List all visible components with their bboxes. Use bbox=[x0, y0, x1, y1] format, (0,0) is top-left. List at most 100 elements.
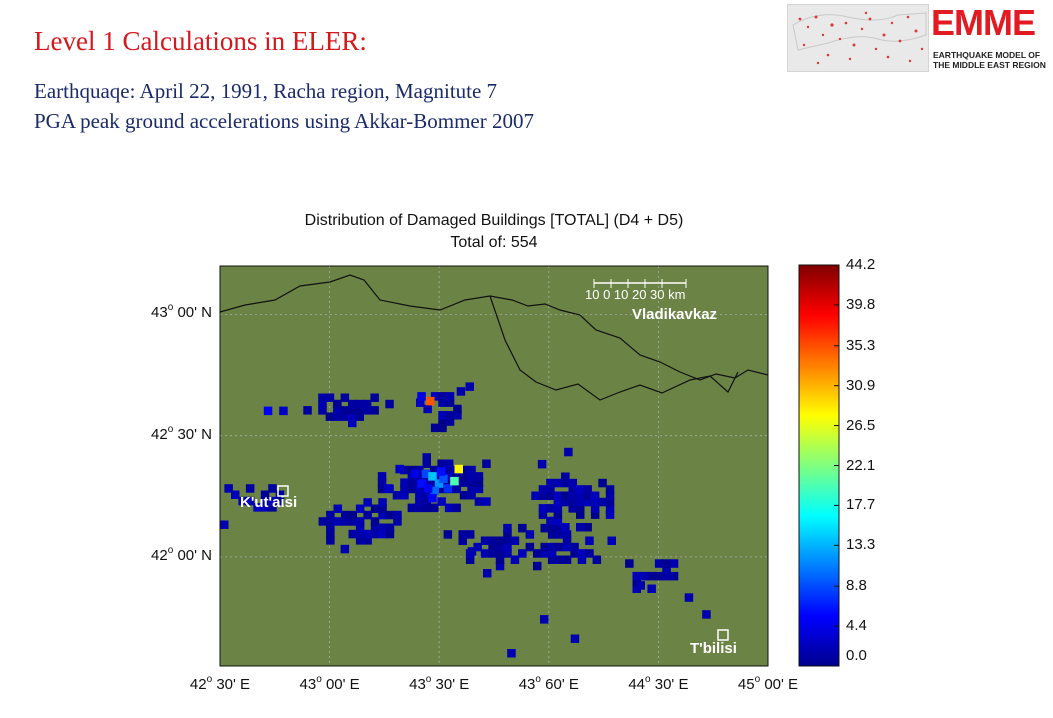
damage-cell-136 bbox=[385, 523, 395, 532]
colorbar-label-6: 17.7 bbox=[846, 496, 876, 514]
damage-cell-151 bbox=[488, 536, 497, 545]
damage-cell-49 bbox=[407, 484, 417, 494]
emme-logo: EMME EARTHQUAKE MODEL OF THE MIDDLE EAST… bbox=[787, 2, 1046, 72]
damage-cell-172 bbox=[540, 523, 549, 533]
damage-cell-195 bbox=[538, 504, 548, 513]
damage-cell-163 bbox=[510, 536, 520, 545]
damage-cell-33 bbox=[445, 417, 455, 426]
damage-cell-121 bbox=[355, 504, 365, 513]
damage-cell-170 bbox=[540, 549, 549, 558]
damage-cell-178 bbox=[555, 555, 564, 564]
damage-cell-286 bbox=[465, 382, 474, 391]
x-tick-label-0: 42o 30' E bbox=[189, 674, 251, 693]
damage-cell-269 bbox=[428, 472, 437, 481]
colorbar-label-0: 44.2 bbox=[846, 256, 876, 273]
damage-cell-80 bbox=[444, 478, 454, 487]
damage-cell-5 bbox=[325, 393, 335, 402]
city-label-tbilisi: T'bilisi bbox=[690, 640, 737, 657]
slide-title: Level 1 Calculations in ELER: bbox=[34, 26, 367, 56]
damage-cell-97 bbox=[467, 465, 476, 475]
damage-cell-252 bbox=[662, 559, 671, 568]
damage-cell-278 bbox=[410, 469, 420, 479]
damage-cell-28 bbox=[438, 423, 447, 433]
damage-cell-54 bbox=[415, 497, 424, 506]
damage-cell-245 bbox=[640, 571, 649, 581]
damage-cell-216 bbox=[568, 497, 577, 507]
damage-cell-184 bbox=[562, 530, 572, 539]
damage-cell-257 bbox=[245, 496, 255, 506]
logo-tagline-1: EARTHQUAKE MODEL OF bbox=[933, 50, 1041, 60]
damage-cell-206 bbox=[553, 504, 563, 513]
damage-cell-215 bbox=[568, 504, 577, 513]
damage-cell-196 bbox=[538, 491, 548, 500]
damage-cell-117 bbox=[355, 536, 365, 545]
damage-cell-4 bbox=[325, 412, 335, 421]
damage-cell-281 bbox=[426, 396, 435, 406]
tbilisi-marker bbox=[717, 629, 729, 641]
damage-cell-267 bbox=[275, 490, 285, 499]
damage-cell-30 bbox=[438, 411, 447, 420]
logo-map-graphic bbox=[792, 11, 927, 65]
damage-cell-67 bbox=[422, 453, 431, 462]
damage-cell-284 bbox=[279, 406, 288, 416]
damage-cell-77 bbox=[437, 459, 446, 468]
damage-cell-200 bbox=[546, 491, 555, 500]
damage-cell-225 bbox=[576, 485, 585, 494]
damage-cell-102 bbox=[482, 497, 491, 506]
damage-cell-164 bbox=[518, 549, 527, 558]
damage-cell-89 bbox=[459, 491, 469, 500]
damage-cell-62 bbox=[422, 491, 431, 500]
damage-cell-0 bbox=[303, 406, 312, 415]
damage-cell-126 bbox=[370, 529, 380, 539]
damage-cell-162 bbox=[510, 555, 520, 564]
damage-cell-111 bbox=[333, 504, 342, 513]
damage-cell-285 bbox=[456, 387, 466, 396]
damage-cell-175 bbox=[547, 542, 557, 552]
damage-cell-64 bbox=[422, 478, 431, 487]
y-tick-label-0: 43o 00' N bbox=[151, 302, 212, 322]
damage-cell-169 bbox=[533, 549, 542, 558]
damage-cell-218 bbox=[568, 485, 577, 494]
damage-cell-124 bbox=[363, 510, 372, 520]
damage-cell-156 bbox=[495, 536, 505, 545]
colorbar-label-8: 8.8 bbox=[846, 577, 867, 595]
damage-cell-133 bbox=[378, 504, 387, 513]
damage-cell-59 bbox=[415, 465, 424, 475]
damage-cell-105 bbox=[326, 536, 335, 545]
damage-cell-187 bbox=[577, 555, 587, 564]
damage-cell-279 bbox=[428, 493, 437, 503]
damage-cell-166 bbox=[525, 542, 535, 552]
damage-cell-280 bbox=[454, 464, 463, 474]
damage-cell-221 bbox=[576, 510, 585, 519]
damage-cell-113 bbox=[341, 510, 350, 520]
damage-cell-116 bbox=[348, 510, 357, 520]
damage-cell-20 bbox=[362, 399, 372, 409]
damage-cell-14 bbox=[348, 406, 357, 415]
damage-cell-237 bbox=[605, 504, 615, 513]
damage-cell-66 bbox=[422, 459, 431, 468]
damage-cell-226 bbox=[583, 523, 592, 532]
damage-cell-122 bbox=[363, 536, 372, 545]
damage-cell-47 bbox=[400, 465, 409, 475]
damage-cell-131 bbox=[378, 523, 387, 532]
damage-cell-180 bbox=[555, 530, 564, 539]
damage-cell-238 bbox=[605, 497, 615, 507]
damage-cell-299 bbox=[467, 547, 477, 556]
damage-cell-188 bbox=[577, 549, 587, 558]
damage-cell-177 bbox=[547, 523, 557, 533]
damage-cell-236 bbox=[605, 510, 615, 519]
damage-cell-3 bbox=[318, 393, 327, 402]
scale-bar-label: 10 0 10 20 30 km bbox=[585, 287, 686, 302]
colorbar-label-5: 22.1 bbox=[846, 456, 876, 474]
damage-cell-266 bbox=[275, 496, 285, 506]
damage-cell-24 bbox=[416, 398, 425, 407]
damage-cell-179 bbox=[555, 542, 564, 552]
damage-cell-291 bbox=[684, 593, 694, 602]
damage-cell-296 bbox=[340, 544, 350, 554]
damage-cell-118 bbox=[355, 529, 365, 539]
damage-cell-31 bbox=[438, 398, 447, 407]
map-frame bbox=[219, 265, 769, 667]
damage-cell-253 bbox=[669, 571, 679, 581]
damage-cell-41 bbox=[377, 472, 387, 481]
damage-cell-289 bbox=[540, 615, 549, 624]
